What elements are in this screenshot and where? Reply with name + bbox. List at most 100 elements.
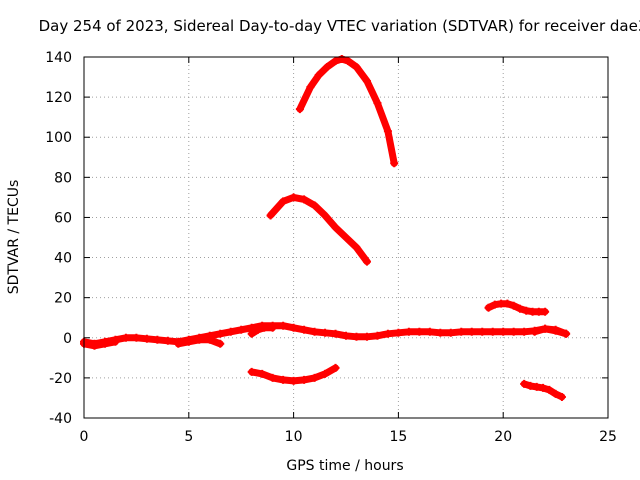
data-point [174, 339, 183, 348]
data-point [279, 321, 288, 330]
data-point [446, 328, 455, 337]
data-point [436, 328, 445, 337]
data-point [499, 327, 508, 336]
x-tick-label: 0 [80, 429, 89, 445]
data-point [390, 159, 399, 168]
data-point [503, 299, 512, 308]
data-point [321, 369, 330, 378]
series-arc-late-zero [531, 325, 570, 338]
data-point [530, 327, 539, 336]
data-point [331, 329, 340, 338]
data-point [415, 327, 424, 336]
data-point [352, 63, 361, 72]
x-tick-label: 10 [285, 429, 303, 445]
y-tick-label: 120 [45, 90, 72, 106]
data-point [551, 389, 560, 398]
data-point [344, 57, 353, 66]
y-tick-label: 40 [54, 251, 72, 267]
data-point [184, 337, 193, 346]
plot-frame [83, 56, 609, 419]
data-point [383, 127, 392, 136]
data-point [195, 335, 204, 344]
data-point [321, 328, 330, 337]
y-tick-label: 140 [45, 50, 72, 66]
data-point [520, 379, 529, 388]
data-point [488, 327, 497, 336]
data-point [331, 223, 340, 232]
data-point [509, 327, 518, 336]
data-point [342, 233, 350, 242]
data-point [337, 55, 346, 64]
data-point [490, 300, 499, 309]
x-axis-label: GPS time / hours [286, 458, 403, 474]
ticks [83, 56, 609, 419]
data-point [268, 323, 277, 332]
data-point [247, 367, 256, 376]
data-point [314, 71, 323, 80]
data-point [279, 375, 288, 384]
y-tick-label: 0 [63, 331, 72, 347]
series-arc-early-low [80, 338, 119, 350]
data-point [545, 385, 554, 394]
data-point [373, 99, 382, 108]
data-point [539, 383, 548, 392]
data-point [300, 325, 309, 334]
data-point [541, 307, 550, 316]
data-point [373, 331, 382, 340]
y-tick-label: 60 [54, 210, 72, 226]
data-point [163, 336, 172, 345]
data-point [331, 57, 340, 66]
data-point [289, 193, 298, 202]
data-point [289, 376, 298, 385]
data-point [425, 327, 434, 336]
data-point [321, 211, 330, 220]
data-point [457, 327, 466, 336]
data-point [289, 323, 298, 332]
data-point [153, 335, 162, 344]
data-point [253, 325, 262, 334]
data-point [258, 369, 267, 378]
data-point [404, 327, 413, 336]
data-point [352, 243, 361, 252]
data-point [237, 325, 246, 334]
data-point [142, 334, 151, 343]
data-point [310, 201, 319, 210]
data-point [216, 329, 225, 338]
data-point [515, 304, 524, 313]
data-point [226, 327, 235, 336]
data-point [478, 327, 487, 336]
data-point [306, 83, 315, 92]
data-point [362, 77, 371, 86]
data-point [562, 329, 571, 338]
data-point [551, 325, 560, 334]
data-point [205, 335, 214, 344]
data-point [323, 63, 332, 72]
data-point [362, 257, 371, 266]
x-tick-label: 25 [599, 429, 617, 445]
data-point [295, 105, 304, 114]
x-tick-label: 5 [184, 429, 193, 445]
data-point [362, 332, 371, 341]
data-point [300, 375, 309, 384]
data-point [132, 333, 141, 342]
data-point [541, 324, 550, 333]
data-point [121, 333, 130, 342]
series-arc-peak-140 [296, 55, 398, 167]
y-tick-label: -40 [49, 411, 72, 427]
x-tick-label: 15 [389, 429, 407, 445]
data-point [331, 363, 340, 372]
data-point [383, 329, 392, 338]
chart-title: Day 254 of 2023, Sidereal Day-to-day VTE… [39, 17, 640, 35]
data-point [266, 211, 275, 220]
data-point [90, 341, 99, 350]
x-tick-label: 20 [494, 429, 512, 445]
data-point [279, 197, 288, 206]
data-point [100, 339, 109, 348]
data-point [467, 327, 476, 336]
data-point [522, 306, 531, 315]
data-point [260, 323, 269, 332]
data-point [532, 382, 541, 391]
data-point [216, 339, 225, 348]
data-point [342, 331, 350, 340]
